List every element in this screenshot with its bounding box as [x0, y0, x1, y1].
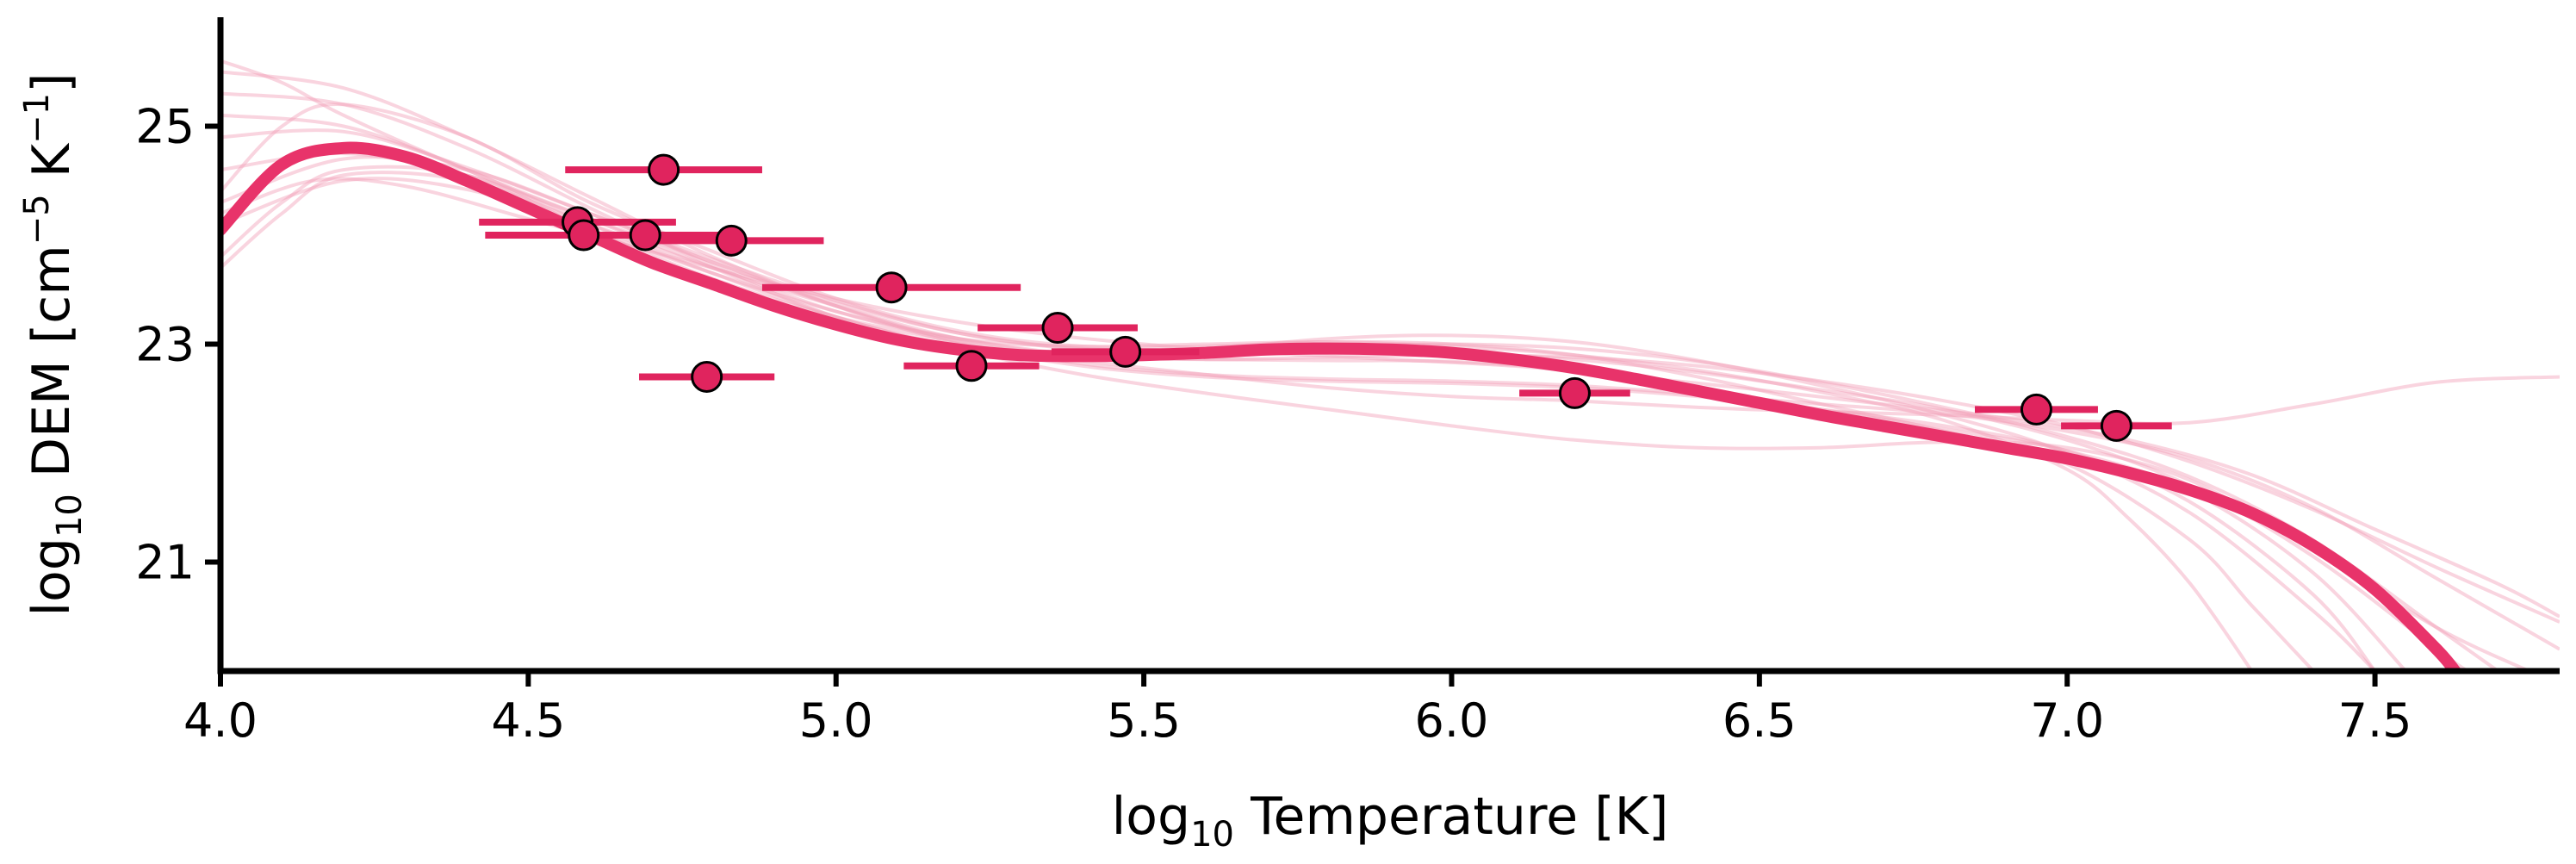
x-tick-label: 5.0 — [799, 693, 873, 748]
sample-curve — [220, 70, 2377, 671]
sample-curve — [220, 102, 2315, 671]
data-point — [629, 219, 661, 252]
sample-curves — [220, 59, 2560, 671]
data-point — [715, 224, 748, 257]
y-ticks: 21 23 25 — [135, 100, 220, 590]
y-axis-label: log10 DEM [cm−5 K−1] — [17, 72, 90, 616]
y-axis-label-subscript: 10 — [50, 494, 90, 538]
data-point — [1558, 376, 1591, 409]
y-axis-label-end: ] — [22, 72, 82, 92]
y-tick-label: 23 — [135, 318, 195, 372]
y-axis-label-prefix: log — [22, 538, 82, 616]
y-axis-label-mid: DEM [cm — [22, 245, 82, 494]
x-axis-label-rest: Temperature [K] — [1234, 786, 1668, 847]
data-point — [1041, 312, 1074, 345]
data-point — [2100, 409, 2132, 442]
data-point — [648, 153, 680, 186]
x-tick-label: 5.5 — [1107, 693, 1181, 748]
data-point — [568, 219, 600, 252]
y-axis-label-mid-2: K — [22, 142, 82, 194]
x-tick-label: 7.5 — [2338, 693, 2412, 748]
y-tick-label: 25 — [135, 100, 195, 154]
data-points — [562, 153, 2132, 442]
x-axis-label-prefix: log — [1112, 786, 1190, 847]
x-ticks: 4.0 4.5 5.0 5.5 6.0 6.5 7.0 7.5 — [183, 671, 2412, 748]
sample-curve — [220, 59, 2407, 671]
x-tick-label: 6.0 — [1415, 693, 1489, 748]
x-tick-label: 4.5 — [491, 693, 565, 748]
x-tick-label: 6.5 — [1723, 693, 1797, 748]
x-axis-label: log10 Temperature [K] — [1112, 786, 1669, 855]
x-axis-label-subscript: 10 — [1190, 815, 1234, 855]
data-point — [875, 271, 908, 304]
x-tick-label: 4.0 — [183, 693, 258, 748]
x-tick-label: 7.0 — [2030, 693, 2104, 748]
sample-curve — [220, 91, 2254, 671]
data-point — [955, 350, 988, 382]
sample-curve — [220, 171, 2376, 671]
y-axis-label-superscript-1: −5 — [17, 194, 57, 245]
data-point — [1109, 335, 1142, 368]
y-tick-label: 21 — [135, 536, 195, 590]
y-axis-label-superscript-2: −1 — [17, 93, 57, 144]
data-point — [2020, 393, 2052, 426]
data-point — [691, 360, 723, 393]
